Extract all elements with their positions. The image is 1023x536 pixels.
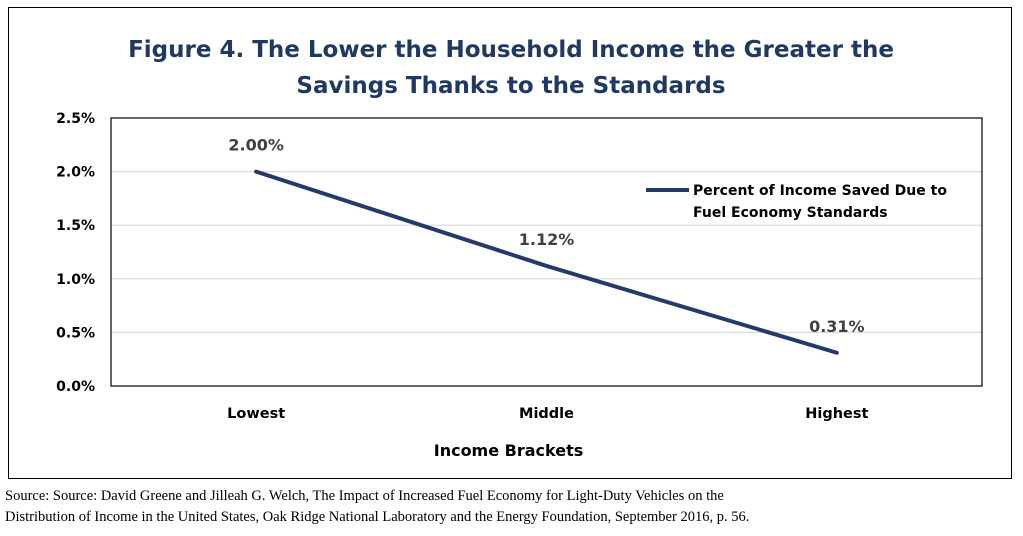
line-chart: 0.0% 0.5% 1.0% 1.5% 2.0% 2.5% Lowest Middle High… bbox=[56, 111, 983, 460]
chart-title-line: Figure 4. The Lower the Household Income… bbox=[128, 37, 894, 63]
series-line bbox=[254, 169, 839, 355]
legend-label: Fuel Economy Standards bbox=[693, 205, 888, 221]
y-tick-label: 2.0% bbox=[56, 165, 95, 181]
y-tick-label: 1.0% bbox=[56, 272, 95, 288]
y-tick-label: 0.5% bbox=[56, 325, 95, 341]
y-tick-label: 1.5% bbox=[56, 218, 95, 234]
chart-title: Figure 4. The Lower the Household Income… bbox=[9, 32, 1013, 104]
source-line: Distribution of Income in the United Sta… bbox=[5, 509, 750, 525]
plot-area-border bbox=[110, 117, 983, 387]
legend-label: Percent of Income Saved Due to bbox=[693, 183, 947, 199]
source-note: Source: Source: David Greene and Jilleah… bbox=[5, 486, 1015, 528]
chart-title-line: Savings Thanks to the Standards bbox=[296, 73, 726, 99]
y-tick-label: 0.0% bbox=[56, 379, 95, 395]
x-tick-label: Middle bbox=[519, 406, 574, 422]
x-tick-label: Lowest bbox=[227, 406, 285, 422]
data-label: 0.31% bbox=[809, 317, 865, 336]
data-label: 2.00% bbox=[228, 136, 284, 155]
data-label: 1.12% bbox=[519, 230, 575, 249]
x-tick-label: Highest bbox=[805, 406, 868, 422]
source-line: Source: Source: David Greene and Jilleah… bbox=[5, 488, 724, 504]
x-axis-title: Income Brackets bbox=[434, 441, 584, 460]
chart-frame: Figure 4. The Lower the Household Income… bbox=[8, 7, 1012, 479]
y-tick-label: 2.5% bbox=[56, 111, 95, 127]
